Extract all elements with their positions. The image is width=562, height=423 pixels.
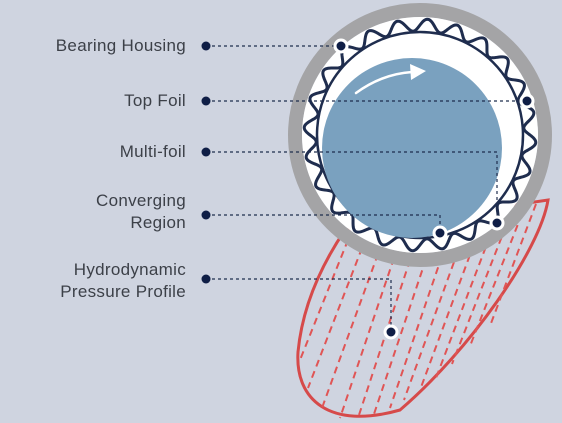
callout-dot-multi-foil [201,147,211,157]
pressure-dash-line [299,239,349,361]
bearing-housing [288,3,552,267]
label-converging-region: Converging Region [96,190,186,234]
rotation-arrow-icon [354,64,426,95]
marker-pressure-profile [383,324,399,340]
pressure-dash-line [321,253,379,409]
callout-line-multi-foil [206,151,498,223]
label-converging-region-line1: Converging [96,191,186,210]
pressure-dash-line [403,250,459,401]
marker-bearing-housing [333,38,349,54]
top-foil [315,30,525,240]
pressure-dash-line [419,243,475,391]
callout-dot-bearing-housing [201,41,211,51]
shaft [322,58,502,238]
marker-converging-region [432,225,448,241]
label-multi-foil: Multi-foil [119,142,186,161]
callout-line-pressure-profile [206,278,392,332]
pressure-dash-line [489,203,537,327]
pressure-dash-line [339,257,395,419]
pressure-dash-line [451,225,507,365]
pressure-dash-line [435,235,491,379]
callout-dot-top-foil [201,96,211,106]
callout-start-dots [201,41,211,284]
pressure-dash-line [357,259,411,419]
label-top-foil: Top Foil [124,91,186,110]
label-pressure-profile: Hydrodynamic Pressure Profile [60,259,186,303]
marker-top-foil [519,93,535,109]
pressure-dash-line [373,258,427,415]
label-pressure-profile-line1: Hydrodynamic [73,260,186,279]
pressure-profile [296,198,550,419]
label-bearing-housing: Bearing Housing [55,36,186,55]
multi-foil-wave [302,17,538,253]
callout-dot-converging-region [201,210,211,220]
pressure-dash-line [307,247,363,389]
pressure-dash-line [389,255,443,409]
callout-dot-pressure-profile [201,274,211,284]
callout-end-markers [333,38,535,340]
label-pressure-profile-line2: Pressure Profile [60,282,186,301]
pressure-dashes [299,203,537,419]
label-converging-region-line2: Region [130,213,186,232]
marker-multi-foil [489,215,505,231]
